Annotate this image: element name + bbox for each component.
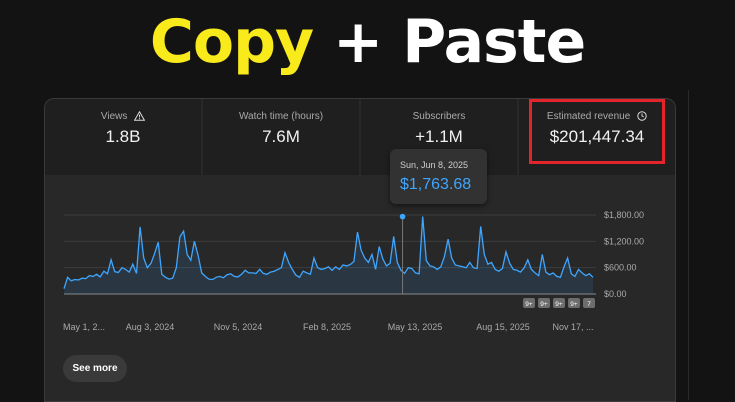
metric-tabs: Views 1.8B Watch time (hours) 7.6M Subsc… <box>45 99 675 175</box>
tooltip-date: Sun, Jun 8, 2025 <box>400 160 469 170</box>
chart-marker-label: 9+ <box>555 301 563 308</box>
y-tick-label: $1,200.00 <box>604 236 644 246</box>
metric-views-value: 1.8B <box>105 127 141 146</box>
side-divider <box>688 90 709 400</box>
metric-watch-time-label: Watch time (hours) <box>238 111 324 122</box>
chart-marker-chip[interactable]: 9+ <box>523 298 535 308</box>
clock-icon <box>637 111 647 121</box>
headline: Copy + Paste <box>0 2 735 82</box>
chart-tooltip: Sun, Jun 8, 2025 $1,763.68 <box>390 149 487 204</box>
metric-watch-time[interactable]: Watch time (hours) 7.6M <box>203 99 361 175</box>
revenue-line <box>63 216 594 289</box>
metric-views[interactable]: Views 1.8B <box>45 99 203 175</box>
x-tick-label: Nov 5, 2024 <box>214 322 263 332</box>
x-tick-label: Feb 8, 2025 <box>303 322 351 332</box>
y-tick-label: $600.00 <box>604 263 637 273</box>
analytics-card: Views 1.8B Watch time (hours) 7.6M Subsc… <box>44 98 676 402</box>
chart-marker-label: 9+ <box>540 301 548 308</box>
metric-revenue-value: $201,447.34 <box>549 127 645 146</box>
y-tick-label: $1,800.00 <box>604 210 644 220</box>
see-more-button[interactable]: See more <box>63 355 127 382</box>
chart-marker-chip[interactable]: 7 <box>583 298 595 308</box>
x-tick-label: Aug 3, 2024 <box>126 322 175 332</box>
metric-views-label: Views <box>100 111 128 122</box>
chart-marker-label: 9+ <box>570 301 578 308</box>
metric-revenue-label: Estimated revenue <box>546 111 631 122</box>
chart-marker-chip[interactable]: 9+ <box>553 298 565 308</box>
metric-subscribers-label: Subscribers <box>412 111 466 122</box>
y-tick-label: $0.00 <box>604 289 627 299</box>
chart-marker-label: 9+ <box>525 301 533 308</box>
chart-marker-chip[interactable]: 9+ <box>568 298 580 308</box>
chart-marker-label: 7 <box>587 301 591 308</box>
revenue-area <box>64 216 593 294</box>
metric-subscribers-value: +1.1M <box>415 127 463 146</box>
x-tick-label: Nov 17, ... <box>552 322 593 332</box>
x-tick-label: May 1, 2... <box>63 322 105 332</box>
warning-icon <box>134 111 146 121</box>
metric-watch-time-value: 7.6M <box>262 127 300 146</box>
headline-copy: Copy <box>149 7 314 77</box>
chart-marker-chip[interactable]: 9+ <box>538 298 550 308</box>
headline-paste: + Paste <box>333 7 586 77</box>
x-tick-label: Aug 15, 2025 <box>476 322 530 332</box>
revenue-highlight-box <box>529 99 665 164</box>
x-tick-label: May 13, 2025 <box>388 322 443 332</box>
tooltip-value: $1,763.68 <box>400 176 472 193</box>
hover-point <box>399 213 406 220</box>
